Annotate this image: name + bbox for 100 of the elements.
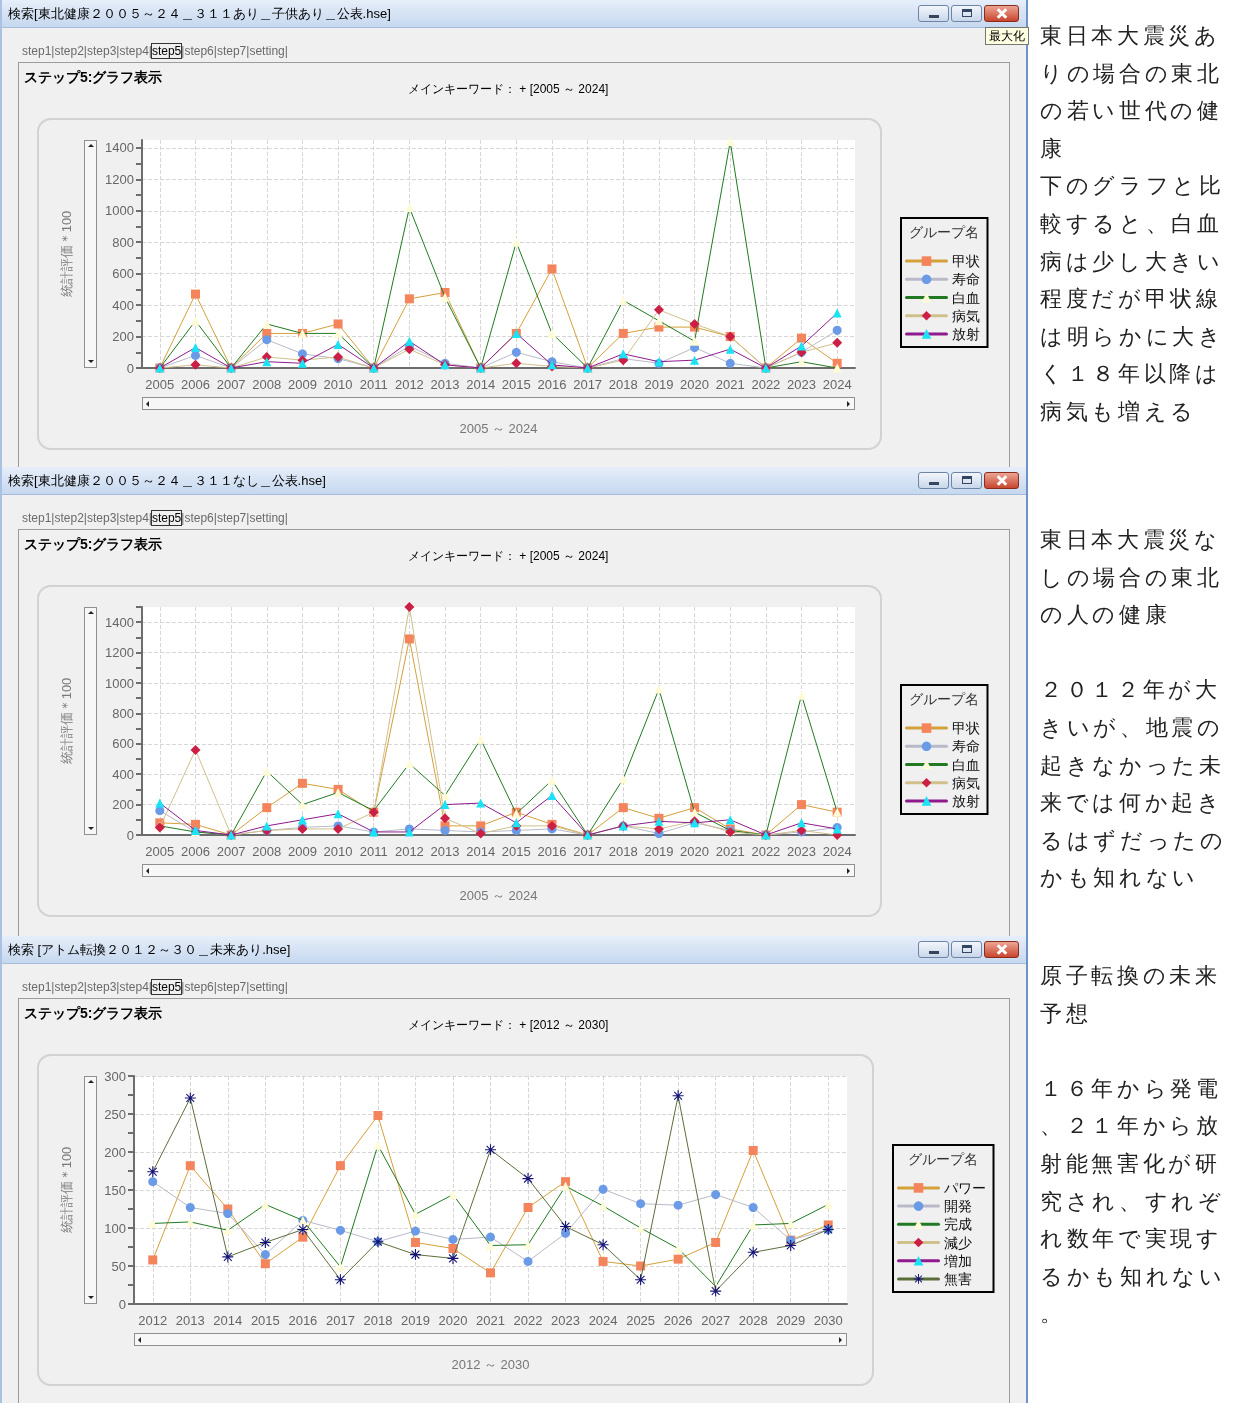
x-tick-label: 2014: [466, 844, 496, 859]
legend-label: 開発: [943, 1198, 972, 1215]
x-tick-label: 2023: [551, 1313, 581, 1328]
y-tick-label: 1400: [105, 140, 134, 156]
x-tick-label: 2023: [787, 844, 816, 859]
x-tick-label: 2018: [608, 377, 638, 392]
x-tick-label: 2019: [644, 844, 674, 859]
y-tick-label: 400: [112, 297, 134, 313]
legend-label: 甲状: [951, 720, 980, 737]
text: 東日本大震災ありの場合の東北の若い世代の健康: [1040, 22, 1224, 163]
x-tick-label: 2017: [573, 377, 603, 392]
y-tick-label: 1000: [105, 203, 134, 219]
x-tick-label: 2017: [325, 1313, 355, 1328]
x-tick-label: 2016: [288, 1313, 318, 1328]
text: 東日本大震災なしの場合の東北の人の健康: [1040, 526, 1224, 630]
legend-title: グループ名: [907, 691, 980, 708]
x-tick-label: 2006: [181, 844, 210, 859]
chart-title: 検索[東北健康２００５～２４＿３１１あり＿子供あり＿公表.hse]: [8, 6, 391, 22]
y-tick-label: 100: [104, 1220, 126, 1236]
x-tick-label: 2007: [216, 377, 246, 392]
text: step1|step2|step3|step4|step5|step6|step7|setting|: [22, 980, 288, 994]
x-tick-label: 2020: [680, 844, 710, 859]
y-tick-label: 800: [112, 234, 134, 250]
text: step1|step2|step3|step4|step5|step6|step7|setting|: [22, 511, 288, 525]
x-tick-label: 2016: [537, 377, 567, 392]
y-tick-label: 600: [112, 266, 134, 282]
x-tick-label: 2025: [626, 1313, 656, 1328]
x-tick-label: 2013: [430, 844, 460, 859]
x-tick-label: 2022: [513, 1313, 543, 1328]
legend-label: 病気: [951, 774, 980, 791]
x-tick-label: 2006: [181, 377, 210, 392]
x-tick-label: 2007: [216, 844, 246, 859]
x-tick-label: 2010: [323, 377, 353, 392]
x-tick-label: 2011: [359, 844, 388, 859]
x-tick-label: 2009: [287, 844, 317, 859]
chart-title: 検索[東北健康２００５～２４＿３１１なし＿公表.hse]: [8, 473, 326, 489]
x-tick-label: 2027: [701, 1313, 731, 1328]
legend-label: 増加: [942, 1252, 972, 1269]
legend-title: グループ名: [906, 1150, 979, 1167]
x-tick-label: 2013: [430, 377, 460, 392]
x-tick-label: 2023: [787, 377, 816, 392]
y-axis-title: 統計評価＊100: [59, 677, 74, 765]
x-tick-label: 2015: [501, 377, 531, 392]
y-tick-label: 0: [118, 1296, 126, 1312]
x-tick-label: 2026: [663, 1313, 693, 1328]
text: step1|step2|step3|step4|step5|step6|step7|setting|: [22, 44, 288, 58]
x-tick-label: 2014: [213, 1313, 243, 1328]
chart-subtitle: ステップ5:グラフ表示: [24, 1005, 163, 1022]
text: 下のグラフと比較すると、白血病は少し大きい程度だが甲状線は明らかに大きく１８年以降は病気も増える: [1040, 172, 1226, 426]
x-tick-label: 2021: [715, 844, 745, 859]
legend-label: 放射: [951, 325, 980, 342]
legend-label: 減少: [943, 1234, 972, 1251]
x-tick-label: 2011: [359, 377, 388, 392]
x-tick-label: 2005: [145, 844, 175, 859]
legend-title: グループ名: [907, 224, 980, 241]
y-tick-label: 1400: [105, 614, 134, 630]
x-tick-label: 2019: [644, 377, 674, 392]
x-tick-label: 2020: [680, 377, 710, 392]
y-tick-label: 250: [104, 1106, 126, 1122]
x-tick-label: 2020: [438, 1313, 468, 1328]
y-tick-label: 300: [104, 1068, 126, 1084]
y-tick-label: 200: [104, 1144, 126, 1160]
legend-label: 病気: [951, 307, 980, 324]
text: メインキーワード： + [2012 ～ 2030]: [408, 1018, 609, 1032]
x-tick-label: 2012: [394, 844, 424, 859]
x-tick-label: 2014: [466, 377, 496, 392]
x-tick-label: 2021: [715, 377, 745, 392]
legend-label: 甲状: [951, 253, 980, 270]
legend-label: 寿命: [951, 271, 980, 288]
x-tick-label: 2008: [252, 377, 282, 392]
x-tick-label: 2012: [394, 377, 424, 392]
x-tick-label: 2012: [138, 1313, 168, 1328]
y-axis-title: 統計評価＊100: [59, 1146, 74, 1234]
legend-label: パワー: [942, 1179, 986, 1196]
x-tick-label: 2017: [573, 844, 603, 859]
x-tick-label: 2009: [287, 377, 317, 392]
x-tick-label: 2028: [738, 1313, 768, 1328]
y-tick-label: 1200: [105, 645, 134, 661]
legend-label: 寿命: [951, 738, 980, 755]
x-tick-label: 2015: [501, 844, 531, 859]
legend-label: 放射: [951, 792, 980, 809]
x-tick-label: 2018: [363, 1313, 393, 1328]
x-tick-label: 2005: [145, 377, 175, 392]
x-tick-label: 2016: [537, 844, 567, 859]
x-tick-label: 2015: [250, 1313, 280, 1328]
x-tick-label: 2022: [751, 377, 781, 392]
chart-title: 検索 [アトム転換２０１２～３０＿未来あり.hse]: [8, 942, 291, 958]
legend-label: 完成: [943, 1216, 972, 1233]
text: メインキーワード： + [2005 ～ 2024]: [408, 82, 609, 96]
tooltip: 最大化: [985, 27, 1029, 45]
y-tick-label: 200: [112, 797, 134, 813]
y-tick-label: 1200: [105, 171, 134, 187]
legend-label: 白血: [951, 289, 980, 306]
y-tick-label: 800: [112, 705, 134, 721]
x-tick-label: 2010: [323, 844, 353, 859]
x-tick-label: 2013: [175, 1313, 205, 1328]
x-tick-label: 2024: [588, 1313, 618, 1328]
y-axis-title: 統計評価＊100: [59, 210, 74, 298]
x-tick-label: 2018: [608, 844, 638, 859]
text: 原子転換の未来予想: [1040, 962, 1222, 1028]
